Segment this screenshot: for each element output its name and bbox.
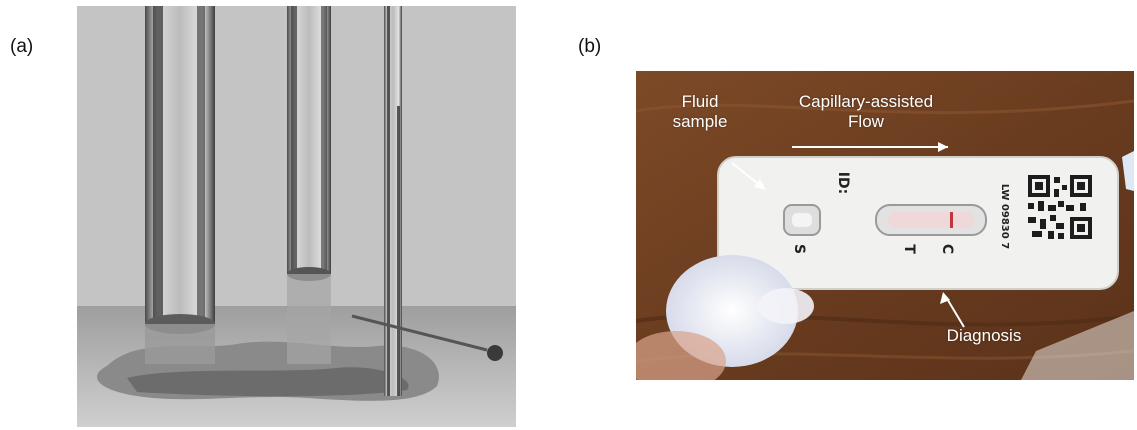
annotation-fluid-line2: sample (672, 112, 728, 131)
annotation-flow-line2: Flow (848, 112, 884, 131)
cassette-letter-c: C (939, 243, 956, 255)
annotation-diagnosis: Diagnosis (946, 326, 1022, 345)
annotation-fluid-sample: Fluid sample (660, 92, 740, 132)
annotation-flow-line1: Capillary-assisted (798, 92, 934, 111)
capillary-tubes-illustration (77, 6, 516, 427)
cassette-letter-s: S (791, 243, 808, 255)
lateral-flow-test-photo: ID: S T C LW 09830 7 Fluid sample Capill… (636, 71, 1134, 380)
panel-label-b: (b) (578, 36, 602, 57)
cassette-id-label: ID: (835, 171, 852, 195)
annotation-fluid-line1: Fluid (681, 92, 719, 111)
cassette-lot-code: LW 09830 7 (999, 183, 1011, 250)
panel-label-a: (a) (10, 36, 34, 57)
lateral-flow-illustration (636, 71, 1134, 380)
capillary-tubes-photo (77, 6, 516, 427)
annotation-capillary-flow: Capillary-assisted Flow (776, 92, 956, 132)
cassette-letter-t: T (900, 244, 917, 254)
